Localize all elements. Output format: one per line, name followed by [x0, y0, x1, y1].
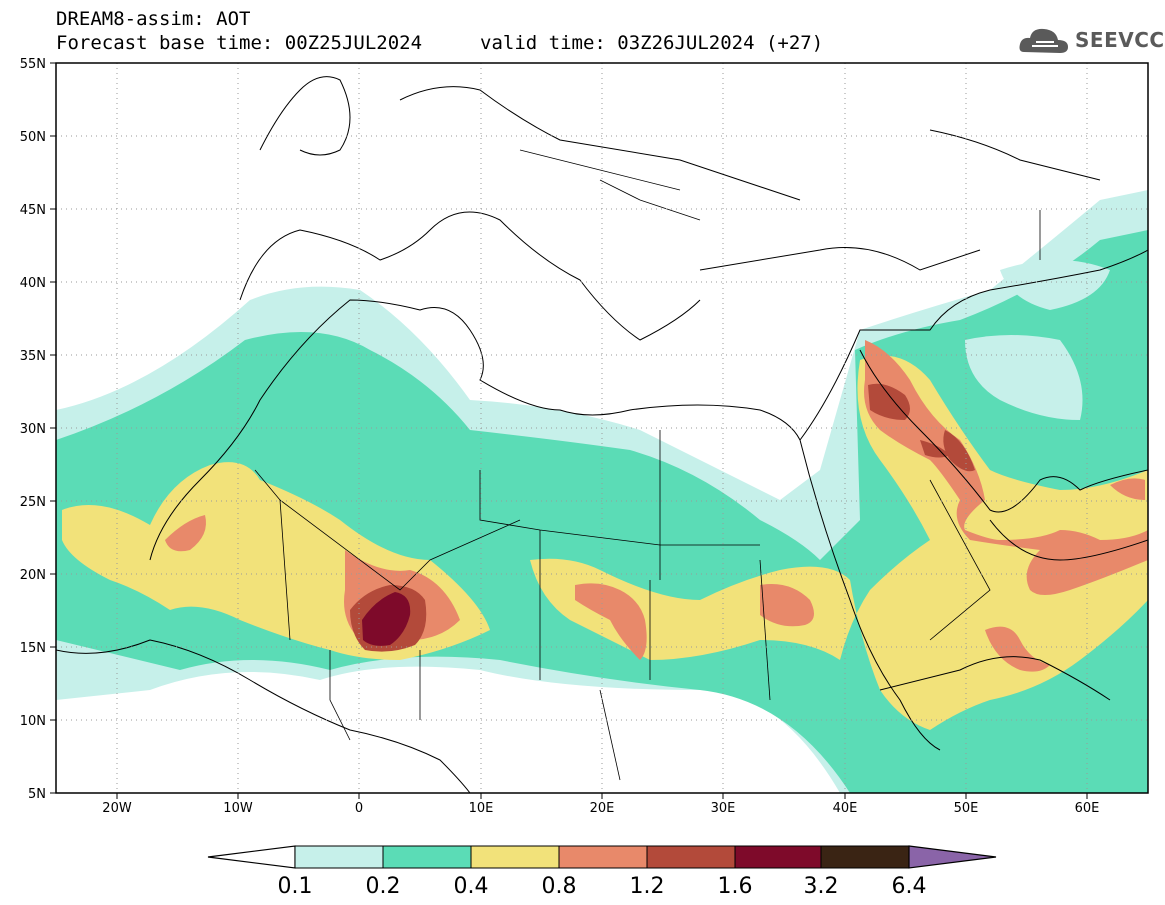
- lon-ticks: [116, 793, 1088, 799]
- colorbar-label: 1.2: [630, 874, 665, 899]
- lat-label: 45N: [20, 203, 46, 218]
- colorbar-label: 6.4: [892, 874, 927, 899]
- country-borders: [254, 149, 1041, 781]
- lon-label: 60E: [1075, 801, 1100, 816]
- lat-label: 20N: [20, 568, 46, 583]
- coastlines: [56, 76, 1148, 793]
- colorbar-label: 0.1: [278, 874, 313, 899]
- colorbar-bin: [734, 845, 822, 869]
- colorbar-bin: [294, 845, 384, 869]
- lat-label: 40N: [20, 276, 46, 291]
- colorbar-labels: 0.1 0.2 0.4 0.8 1.2 1.6 3.2 6.4: [278, 874, 927, 899]
- valid-time: valid time: 03Z26JUL2024 (+27): [480, 32, 824, 54]
- lon-label: 10E: [469, 801, 494, 816]
- colorbar-bin: [820, 845, 910, 869]
- lon-label: 40E: [833, 801, 858, 816]
- lat-label: 50N: [20, 130, 46, 145]
- lat-label: 10N: [20, 714, 46, 729]
- lon-axis: 20W 10W 0 10E 20E 30E 40E 50E 60E: [102, 801, 1099, 816]
- lat-label: 5N: [28, 787, 46, 802]
- colorbar-label: 3.2: [804, 874, 839, 899]
- lat-label: 15N: [20, 641, 46, 656]
- colorbar-bin: [558, 845, 648, 869]
- colorbar-high-arrow: [908, 845, 997, 869]
- colorbar-bin: [382, 845, 472, 869]
- colorbar-label: 0.4: [454, 874, 489, 899]
- colorbar-label: 0.8: [542, 874, 577, 899]
- logo-text: SEEVCCC: [1075, 28, 1165, 52]
- lat-label: 25N: [20, 495, 46, 510]
- lat-label: 30N: [20, 422, 46, 437]
- forecast-base-time: Forecast base time: 00Z25JUL2024: [56, 32, 423, 54]
- colorbar-bin: [470, 845, 560, 869]
- cloud-icon: [1019, 28, 1068, 53]
- lat-label: 55N: [20, 57, 46, 72]
- lat-axis: 55N 50N 45N 40N 35N 30N 25N 20N 15N 10N …: [20, 57, 46, 802]
- graticule: [56, 63, 1148, 793]
- colorbar-low-arrow: [207, 845, 296, 869]
- colorbar-label: 0.2: [366, 874, 401, 899]
- lat-label: 35N: [20, 349, 46, 364]
- lon-label: 50E: [954, 801, 979, 816]
- lon-label: 30E: [711, 801, 736, 816]
- lon-label: 20W: [102, 801, 132, 816]
- aot-fields: [56, 190, 1148, 793]
- colorbar: [207, 845, 997, 869]
- lon-label: 20E: [590, 801, 615, 816]
- colorbar-label: 1.6: [718, 874, 753, 899]
- colorbar-bin: [646, 845, 736, 869]
- map-title: DREAM8-assim: AOT: [56, 8, 251, 30]
- lon-label: 10W: [223, 801, 253, 816]
- lat-ticks: [50, 62, 56, 794]
- lon-label: 0: [355, 801, 363, 816]
